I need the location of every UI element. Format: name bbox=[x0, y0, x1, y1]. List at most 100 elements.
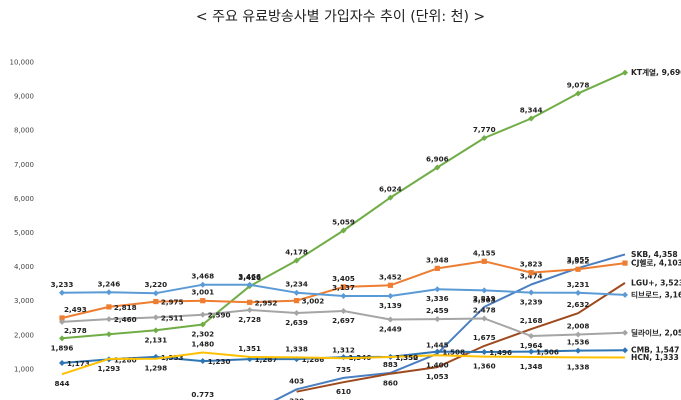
y-tick-label: 8,000 bbox=[14, 127, 34, 135]
data-label: 2,511 bbox=[161, 313, 184, 322]
y-tick-label: 10,000 bbox=[10, 59, 35, 67]
data-label: 1,298 bbox=[144, 364, 167, 373]
data-label: 7,770 bbox=[473, 125, 496, 134]
data-point bbox=[59, 289, 65, 296]
data-label: 2,302 bbox=[191, 330, 214, 339]
data-label: 2,728 bbox=[238, 315, 261, 324]
data-label: 2,819 bbox=[473, 294, 496, 303]
data-point bbox=[293, 298, 300, 304]
data-point bbox=[622, 347, 628, 354]
data-label: 3,405 bbox=[332, 274, 355, 283]
data-point bbox=[340, 293, 347, 300]
data-label: 1,286 bbox=[302, 355, 325, 364]
data-label: 1,964 bbox=[520, 341, 543, 350]
data-label: 3,468 bbox=[191, 272, 214, 281]
data-label: 1,230 bbox=[208, 357, 231, 366]
data-point bbox=[434, 316, 441, 323]
data-label: 3,137 bbox=[332, 283, 355, 292]
data-label: 3,922 bbox=[567, 256, 590, 265]
data-label: 1,896 bbox=[51, 343, 74, 352]
data-label: 2,632 bbox=[567, 300, 590, 309]
data-point bbox=[340, 284, 347, 290]
data-label: 1,506 bbox=[536, 348, 559, 357]
data-label: 1,287 bbox=[255, 355, 278, 364]
series-line bbox=[61, 351, 626, 376]
data-label: 4,178 bbox=[285, 248, 308, 257]
data-label: 2,131 bbox=[144, 335, 167, 344]
data-point bbox=[105, 331, 112, 338]
data-label: 2,008 bbox=[567, 322, 590, 331]
data-label: 2,975 bbox=[161, 298, 184, 307]
data-point bbox=[622, 260, 628, 266]
data-point bbox=[387, 316, 394, 323]
data-point bbox=[106, 304, 112, 310]
data-point bbox=[293, 289, 300, 296]
data-label: 2,818 bbox=[114, 303, 137, 312]
data-label: 3,231 bbox=[567, 280, 590, 289]
data-point bbox=[434, 164, 441, 171]
y-tick-label: 7,000 bbox=[14, 161, 34, 169]
data-label: 2,493 bbox=[64, 305, 87, 314]
data-point bbox=[246, 306, 253, 313]
data-label: 735 bbox=[336, 365, 351, 374]
series-3: 2,493 2,818 2,975 3,001 2,952 3,002 3,405 3,452… bbox=[59, 248, 681, 321]
data-label: 3,948 bbox=[426, 255, 449, 264]
data-point bbox=[575, 347, 582, 354]
series-5: 3,233 3,246 3,220 3,468 3,466 3,234 3,137 3,139… bbox=[51, 272, 681, 310]
data-point bbox=[434, 348, 441, 355]
data-label: 2,449 bbox=[379, 324, 402, 333]
data-label: 1,496 bbox=[489, 348, 512, 357]
data-label: 860 bbox=[383, 379, 398, 388]
data-label: 1,400 bbox=[426, 360, 449, 369]
data-point bbox=[481, 315, 488, 322]
data-label: 3,466 bbox=[238, 272, 261, 281]
data-label: 330 bbox=[289, 397, 304, 400]
data-label: 3,246 bbox=[98, 279, 121, 288]
data-label: 9,078 bbox=[567, 80, 590, 89]
data-point bbox=[199, 321, 206, 328]
data-point bbox=[199, 358, 206, 365]
data-label: 844 bbox=[54, 379, 69, 388]
data-point bbox=[622, 69, 628, 76]
data-point bbox=[575, 90, 582, 97]
data-point bbox=[481, 287, 488, 294]
data-point bbox=[434, 265, 440, 271]
data-label: 1,338 bbox=[285, 344, 308, 353]
data-label: 6,906 bbox=[426, 155, 449, 164]
data-label: 883 bbox=[383, 360, 398, 369]
series-end-label: CJ헬로, 4,103 bbox=[631, 258, 681, 268]
data-point bbox=[528, 333, 535, 340]
data-point bbox=[434, 286, 441, 293]
data-point bbox=[528, 289, 535, 296]
y-tick-label: 9,000 bbox=[14, 93, 34, 101]
data-point bbox=[152, 290, 159, 297]
data-label: 3,426 bbox=[238, 273, 261, 282]
data-label: 1,350 bbox=[395, 353, 418, 362]
data-label: 4,155 bbox=[473, 248, 496, 257]
annotation-label: 0.773 bbox=[191, 390, 214, 399]
data-point bbox=[153, 298, 159, 305]
data-label: 1,280 bbox=[114, 355, 137, 364]
series-6: 2,378 2,460 2,511 2,590 2,728 2,639 2,697 2,449… bbox=[59, 306, 681, 350]
data-label: 8,344 bbox=[520, 105, 543, 114]
data-point bbox=[105, 289, 112, 296]
data-point bbox=[481, 258, 487, 264]
data-label: 2,168 bbox=[520, 316, 543, 325]
data-point bbox=[59, 360, 65, 367]
data-label: 2,460 bbox=[114, 315, 137, 324]
data-label: 403 bbox=[289, 376, 304, 385]
data-point bbox=[247, 299, 253, 305]
data-label: 3,303 bbox=[473, 295, 496, 304]
y-tick-label: 1,000 bbox=[14, 365, 34, 373]
data-point bbox=[528, 270, 534, 276]
data-label: 2,639 bbox=[285, 318, 308, 327]
data-point bbox=[293, 310, 300, 317]
data-point bbox=[199, 311, 206, 318]
data-point bbox=[387, 194, 394, 201]
data-label: 2,378 bbox=[64, 326, 87, 335]
data-label: 1,675 bbox=[473, 333, 496, 342]
data-label: 3,336 bbox=[426, 294, 449, 303]
series-2: 403 735 883 1,445 2,819 3,474 3,955 SKB, 4,358 bbox=[273, 250, 678, 400]
